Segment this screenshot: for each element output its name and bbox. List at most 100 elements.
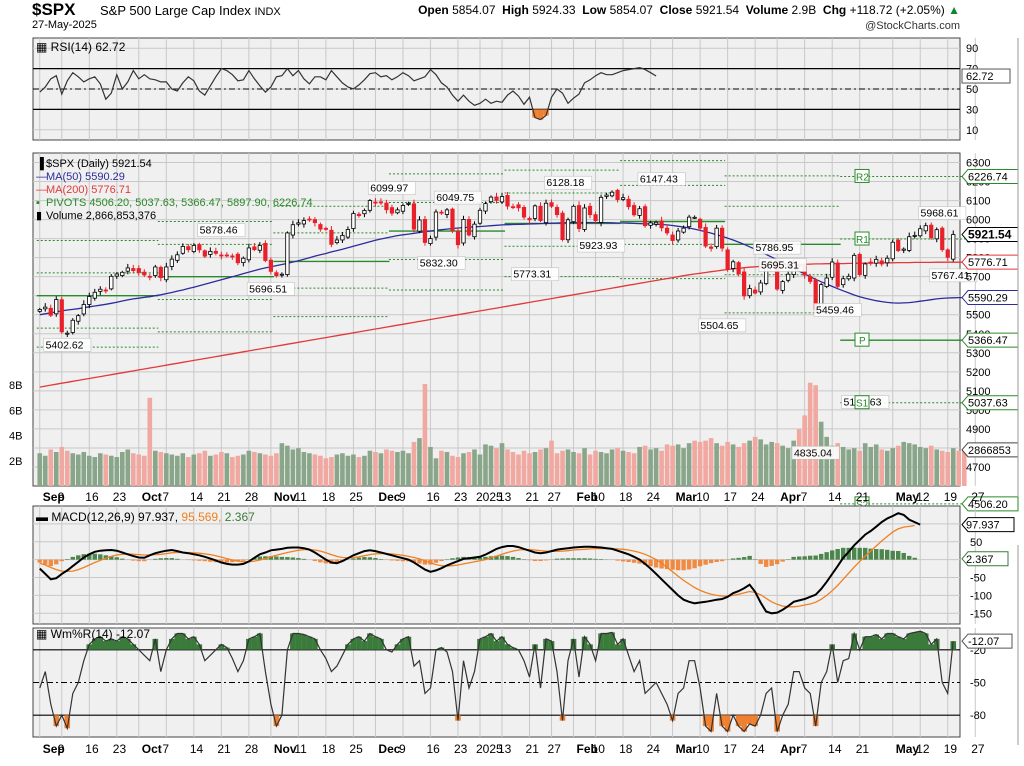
- volume-bar: [334, 454, 340, 486]
- macd-histogram-bar: [851, 547, 857, 560]
- volume-bar: [785, 448, 791, 486]
- volume-bar: [97, 453, 103, 486]
- volume-bar: [389, 450, 395, 486]
- symbol-name: S&P 500 Large Cap Index INDX: [100, 3, 281, 18]
- x-tick-label: Mar: [676, 490, 698, 504]
- candle-body: [257, 245, 262, 251]
- candle-body: [472, 223, 477, 238]
- symbol-title: $SPX: [32, 0, 76, 19]
- pivot-tag-label: S2: [856, 500, 869, 511]
- candle-body: [934, 229, 939, 240]
- volume-bar: [274, 453, 279, 486]
- macd-histogram-bar: [169, 558, 175, 560]
- macd-tick-label: -100: [970, 590, 992, 602]
- x-tick-label: 25: [349, 490, 363, 504]
- macd-histogram-bar: [664, 559, 670, 570]
- macd-histogram-bar: [439, 559, 444, 562]
- macd-histogram-bar: [257, 556, 263, 560]
- price-right-label: 5037.63: [968, 398, 1008, 410]
- price-annotation: 5773.31: [513, 269, 551, 281]
- macd-histogram-bar: [885, 549, 890, 560]
- wpr-oversold-fill: [735, 715, 742, 727]
- x-tick-label: 9: [58, 490, 65, 504]
- wpr-overbought-fill: [510, 647, 516, 650]
- candle-body: [54, 299, 59, 315]
- macd-histogram-bar: [191, 559, 197, 561]
- price-annotation: 4835.04: [794, 447, 832, 459]
- wpr-right-tag: [961, 633, 1013, 649]
- x-tick-label: Feb: [577, 742, 598, 756]
- wpr-overbought-fill: [884, 633, 891, 650]
- candle-body: [808, 275, 813, 282]
- wpr-oversold-fill: [64, 715, 71, 729]
- macd-histogram-bar: [593, 558, 598, 560]
- price-tick-label: 6300: [966, 158, 990, 170]
- macd-histogram-bar: [87, 553, 92, 560]
- candle-body: [499, 196, 505, 203]
- x-tick-label: 23: [454, 490, 468, 504]
- wpr-overbought-fill: [906, 633, 913, 650]
- candle-body: [587, 205, 593, 216]
- candle-body: [65, 332, 70, 335]
- macd-right-tag: [961, 551, 1009, 567]
- volume-bar: [175, 455, 180, 486]
- macd-histogram-bar: [505, 556, 510, 560]
- macd-histogram-bar: [543, 559, 549, 561]
- candle-body: [896, 239, 901, 252]
- volume-bar: [549, 440, 554, 486]
- volume-bar: [75, 454, 81, 486]
- candle-body: [191, 245, 196, 252]
- rsi-line: [39, 66, 657, 121]
- x-tick-label: 7: [162, 490, 169, 504]
- macd-histogram-bar: [290, 557, 296, 560]
- volume-bar: [42, 455, 48, 486]
- candle-body: [312, 219, 318, 224]
- macd-histogram-bar: [532, 559, 538, 562]
- volume-bar: [494, 448, 499, 486]
- volume-bar: [543, 448, 549, 486]
- price-right-label: 5366.47: [968, 335, 1008, 347]
- volume-bar: [565, 449, 571, 486]
- volume-bar: [147, 397, 153, 486]
- volume-bar: [890, 448, 896, 486]
- price-annotation-box: [577, 238, 626, 253]
- volume-bar: [367, 450, 373, 486]
- candle-body: [692, 216, 697, 219]
- candle-body: [411, 203, 417, 230]
- macd-signal-value: 95.569,: [181, 510, 224, 524]
- volume-bar: [719, 445, 725, 486]
- macd-histogram-bar: [241, 559, 246, 561]
- macd-value: 97.937,: [138, 510, 181, 524]
- volume-bar: [615, 448, 620, 486]
- volume-bar: [373, 451, 378, 486]
- candle-body: [565, 219, 571, 241]
- volume-bar: [466, 451, 472, 486]
- candle-body: [246, 247, 251, 261]
- macd-histogram-bar: [686, 559, 692, 570]
- volume-bar: [241, 454, 246, 486]
- macd-histogram-bar: [818, 553, 824, 560]
- macd-histogram-bar: [890, 550, 895, 560]
- volume-bar: [362, 455, 367, 486]
- wpr-overbought-fill: [482, 636, 489, 650]
- volume-bar: [428, 446, 433, 486]
- candle-body: [890, 241, 895, 260]
- candle-body: [48, 307, 53, 316]
- x-tick-label: 12: [916, 742, 930, 756]
- price-annotation: 5402.62: [46, 339, 84, 351]
- macd-histogram-bar: [896, 550, 901, 560]
- macd-histogram-bar: [395, 559, 400, 561]
- rsi-tick-label: 50: [966, 84, 978, 96]
- wpr-overbought-fill: [900, 638, 907, 650]
- volume-bar: [197, 453, 202, 486]
- macd-histogram-bar: [780, 559, 785, 562]
- wpr-overbought-fill: [191, 636, 197, 650]
- macd-histogram-bar: [48, 559, 53, 567]
- volume-bar: [714, 443, 719, 486]
- x-tick-label: Apr: [780, 490, 801, 504]
- macd-histogram-bar: [907, 555, 912, 560]
- volume-bar: [252, 451, 257, 486]
- legend-swatch-icon: ▪: [36, 197, 40, 209]
- candle-body: [433, 211, 439, 238]
- volume-bar: [807, 382, 813, 486]
